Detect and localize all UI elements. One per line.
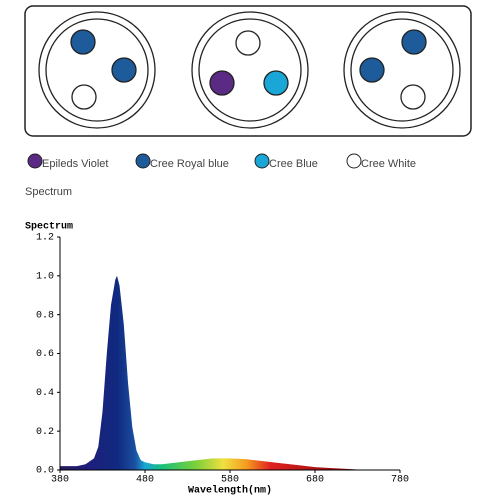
lens-outer: [38, 11, 156, 129]
led: [111, 57, 137, 83]
led: [401, 29, 427, 55]
led: [235, 30, 261, 56]
lens-inner: [350, 18, 454, 122]
legend-label: Cree White: [361, 158, 416, 170]
x-tick-label: 580: [221, 475, 239, 486]
lens-outer: [343, 11, 461, 129]
legend-label: Epileds Violet: [42, 158, 108, 170]
y-tick-label: 0.6: [36, 349, 54, 360]
lens-inner: [45, 18, 149, 122]
legend-label: Cree Blue: [269, 158, 318, 170]
legend-swatch: [346, 153, 362, 169]
led: [263, 70, 289, 96]
y-tick-label: 1.0: [36, 271, 54, 282]
legend-swatch: [135, 153, 151, 169]
legend-swatch: [27, 153, 43, 169]
legend-swatch: [254, 153, 270, 169]
lens-outer: [191, 11, 309, 129]
led: [400, 84, 426, 110]
y-tick-label: 1.2: [36, 233, 54, 244]
led: [70, 29, 96, 55]
x-tick-label: 380: [51, 475, 69, 486]
x-tick-label: 780: [391, 475, 409, 486]
led: [359, 57, 385, 83]
lens-inner: [198, 18, 302, 122]
x-tick-label: 480: [136, 475, 154, 486]
led: [209, 70, 235, 96]
legend-label: Cree Royal blue: [150, 158, 229, 170]
x-axis-title: Wavelength(nm): [188, 485, 272, 497]
y-tick-label: 0.0: [36, 466, 54, 477]
section-title: Spectrum: [25, 186, 72, 198]
x-tick-label: 680: [306, 475, 324, 486]
y-axis-title: Spectrum: [25, 222, 73, 233]
led-diagram: [24, 5, 472, 137]
y-tick-label: 0.8: [36, 310, 54, 321]
y-tick-label: 0.4: [36, 388, 54, 399]
spectrum-area: [60, 275, 400, 470]
panel: [24, 5, 472, 137]
y-tick-label: 0.2: [36, 427, 54, 438]
led: [71, 84, 97, 110]
